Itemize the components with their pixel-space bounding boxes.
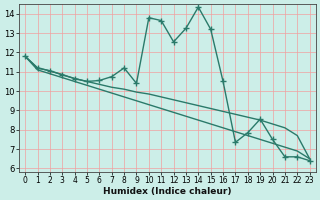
X-axis label: Humidex (Indice chaleur): Humidex (Indice chaleur) [103,187,232,196]
